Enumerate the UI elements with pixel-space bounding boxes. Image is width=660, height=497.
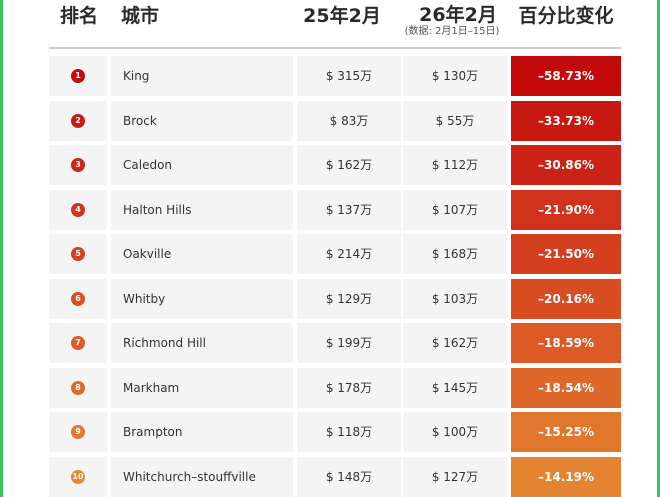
city-cell: Caledon (111, 145, 293, 185)
rank-badge: 2 (71, 113, 85, 128)
rank-cell: 10 (49, 456, 107, 497)
rank-cell: 8 (49, 367, 107, 408)
header-city: 城市 (121, 5, 160, 27)
table-row: 8 Markham $ 178万 $ 145万 –18.54% (3, 367, 660, 408)
feb26-price-cell: $ 168万 (403, 234, 507, 274)
city-cell: Whitby (111, 278, 293, 319)
header-feb26-note: (数据: 2月1日–15日) (404, 26, 500, 37)
rank-badge: 9 (71, 425, 85, 439)
percent-change-cell: –21.50% (511, 234, 621, 274)
rank-cell: 4 (49, 189, 107, 230)
rank-badge: 8 (71, 380, 85, 395)
feb26-price-cell: $ 100万 (403, 412, 507, 452)
percent-change-cell: –18.54% (511, 367, 621, 408)
rank-badge: 10 (71, 469, 85, 484)
city-cell: Brock (111, 100, 293, 141)
feb26-price-cell: $ 162万 (403, 323, 507, 363)
city-cell: Oakville (111, 234, 293, 274)
rank-badge: 5 (71, 247, 85, 261)
percent-change-cell: –33.73% (511, 100, 621, 141)
feb25-price-cell: $ 199万 (297, 323, 401, 363)
rank-cell: 9 (49, 412, 107, 452)
rank-cell: 1 (49, 56, 107, 96)
rank-badge: 7 (71, 336, 85, 350)
feb25-price-cell: $ 315万 (297, 56, 401, 96)
table-row: 6 Whitby $ 129万 $ 103万 –20.16% (3, 278, 660, 319)
table-row: 5 Oakville $ 214万 $ 168万 –21.50% (3, 234, 660, 274)
rank-badge: 4 (71, 202, 85, 217)
percent-change-cell: –30.86% (511, 145, 621, 185)
city-cell: King (111, 56, 293, 96)
feb25-price-cell: $ 148万 (297, 456, 401, 497)
rank-cell: 3 (49, 145, 107, 185)
percent-change-cell: –14.19% (511, 456, 621, 497)
percent-change-cell: –18.59% (511, 323, 621, 363)
table-row: 4 Halton Hills $ 137万 $ 107万 –21.90% (3, 189, 660, 230)
city-cell: Whitchurch–stouffville (111, 456, 293, 497)
rank-cell: 7 (49, 323, 107, 363)
city-cell: Brampton (111, 412, 293, 452)
feb26-price-cell: $ 112万 (403, 145, 507, 185)
city-cell: Halton Hills (111, 189, 293, 230)
feb25-price-cell: $ 162万 (297, 145, 401, 185)
feb26-price-cell: $ 103万 (403, 278, 507, 319)
feb25-price-cell: $ 129万 (297, 278, 401, 319)
table-row: 7 Richmond Hill $ 199万 $ 162万 –18.59% (3, 323, 660, 363)
feb25-price-cell: $ 83万 (297, 100, 401, 141)
feb26-price-cell: $ 145万 (403, 367, 507, 408)
table-header: 排名 城市 25年2月 26年2月 (数据: 2月1日–15日) 百分比变化 (3, 0, 660, 48)
table-row: 1 King $ 315万 $ 130万 –58.73% (3, 56, 660, 96)
header-feb26: 26年2月 (419, 4, 497, 26)
rank-badge: 6 (71, 291, 85, 306)
feb25-price-cell: $ 178万 (297, 367, 401, 408)
feb26-price-cell: $ 107万 (403, 189, 507, 230)
header-rank: 排名 (60, 5, 99, 27)
table-row: 10 Whitchurch–stouffville $ 148万 $ 127万 –14.… (3, 456, 660, 497)
rank-cell: 5 (49, 234, 107, 274)
feb26-price-cell: $ 127万 (403, 456, 507, 497)
feb25-price-cell: $ 137万 (297, 189, 401, 230)
rank-badge: 1 (71, 69, 85, 83)
table-row: 2 Brock $ 83万 $ 55万 –33.73% (3, 100, 660, 141)
table-row: 3 Caledon $ 162万 $ 112万 –30.86% (3, 145, 660, 185)
feb26-price-cell: $ 55万 (403, 100, 507, 141)
feb26-price-cell: $ 130万 (403, 56, 507, 96)
feb25-price-cell: $ 118万 (297, 412, 401, 452)
header-divider (49, 47, 621, 49)
percent-change-cell: –15.25% (511, 412, 621, 452)
percent-change-cell: –58.73% (511, 56, 621, 96)
city-cell: Markham (111, 367, 293, 408)
city-cell: Richmond Hill (111, 323, 293, 363)
percent-change-cell: –20.16% (511, 278, 621, 319)
rank-cell: 6 (49, 278, 107, 319)
header-feb25: 25年2月 (303, 5, 381, 27)
header-change: 百分比变化 (518, 5, 614, 27)
feb25-price-cell: $ 214万 (297, 234, 401, 274)
table-row: 9 Brampton $ 118万 $ 100万 –15.25% (3, 412, 660, 452)
rank-cell: 2 (49, 100, 107, 141)
percent-change-cell: –21.90% (511, 189, 621, 230)
rank-badge: 3 (71, 158, 85, 172)
